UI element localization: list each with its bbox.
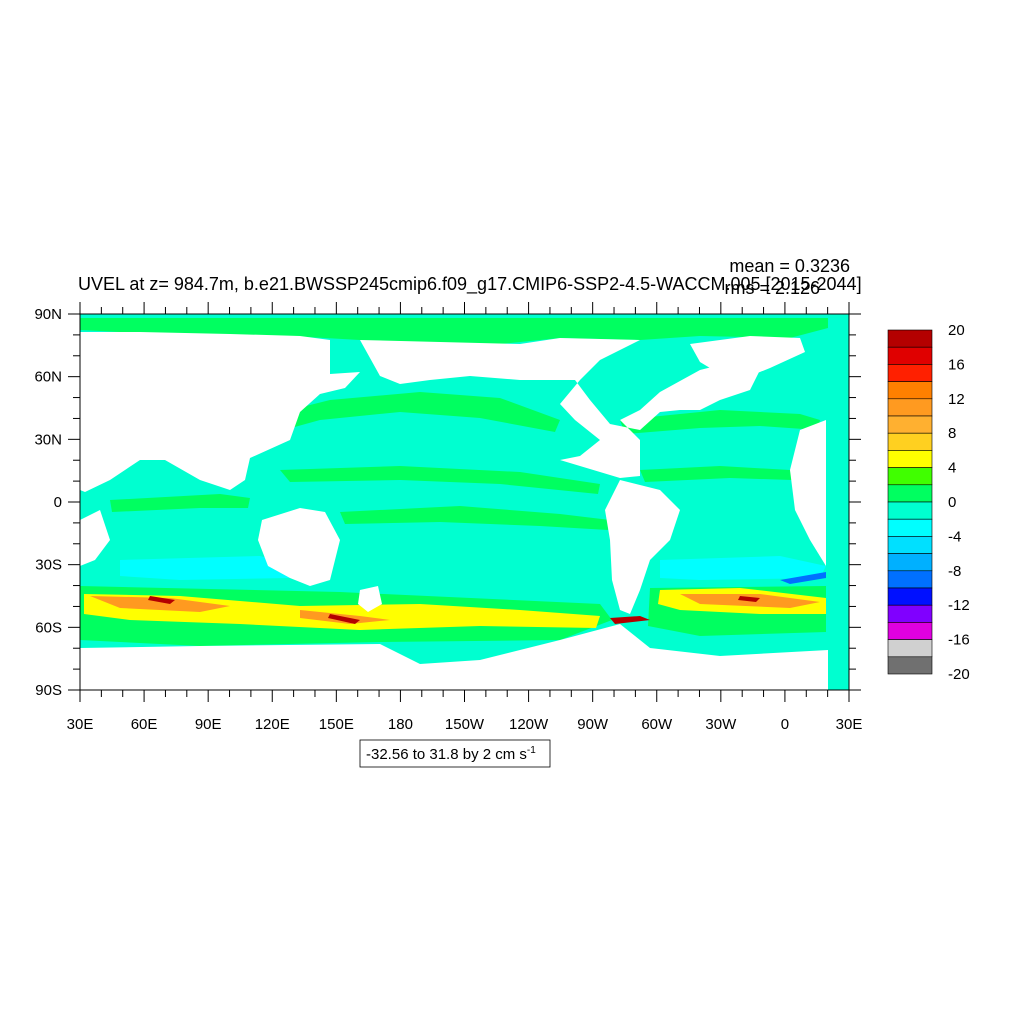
colorbar-label: -4: [948, 528, 961, 545]
colorbar-swatch: [887, 364, 933, 382]
colorbar-label: -12: [948, 597, 970, 614]
land-africa: [790, 420, 826, 566]
colorbar-swatch: [887, 570, 933, 589]
lon-label: 120E: [255, 716, 290, 733]
land-africa-west: [80, 510, 110, 566]
range-label-text: -32.56 to 31.8 by 2 cm s: [366, 746, 527, 763]
longitude-labels: 30E 60E 90E 120E 150E 180 150W 120W 90W 60W 30W 0 30…: [67, 716, 863, 733]
colorbar-swatch: [887, 346, 933, 365]
land: [80, 332, 828, 690]
range-label: -32.56 to 31.8 by 2 cm s-1: [366, 745, 536, 763]
acc-red: [738, 596, 760, 602]
lat-label: 60S: [35, 619, 62, 636]
zonal-band: [640, 466, 792, 482]
colorbar-swatch: [887, 415, 933, 434]
lon-label: 180: [388, 716, 413, 733]
colorbar-swatch: [887, 604, 933, 623]
acc-orange: [90, 596, 230, 612]
range-label-frame: [359, 739, 551, 768]
colorbar-label: 8: [948, 425, 956, 442]
acc-yellow: [84, 594, 600, 630]
lat-label: 0: [54, 494, 62, 511]
map-panel: [80, 314, 849, 690]
colorbar-label: 4: [948, 460, 956, 477]
colorbar-label: 0: [948, 494, 956, 511]
colorbar-swatch: [887, 553, 933, 572]
lat-label: 90S: [35, 682, 62, 699]
acc-red: [148, 596, 175, 604]
lon-label: 30W: [705, 716, 737, 733]
colorbar-swatch: [887, 587, 933, 606]
cyan-patch: [120, 556, 300, 580]
lon-label: 60E: [131, 716, 158, 733]
land-greenland: [690, 336, 805, 380]
zonal-band: [620, 410, 820, 434]
colorbar-swatch: [887, 432, 933, 451]
lon-label: 60W: [641, 716, 673, 733]
colorbar-swatch: [887, 622, 933, 640]
colorbar-swatch: [887, 656, 933, 675]
range-label-box: -32.56 to 31.8 by 2 cm s-1: [359, 739, 551, 768]
acc-red: [610, 616, 650, 624]
colorbar-swatch: [887, 467, 933, 486]
lon-label: 30E: [836, 716, 863, 733]
lat-label: 30S: [35, 557, 62, 574]
lat-label: 30N: [34, 431, 62, 448]
cyan-patch: [660, 556, 826, 580]
lon-label: 120W: [509, 716, 549, 733]
colorbar-swatch: [887, 450, 933, 468]
land-eurasia: [80, 332, 360, 492]
colorbar-label: -20: [948, 666, 970, 683]
land-new-zealand: [358, 586, 382, 612]
colorbar: 20 16 12 8 4 0 -4 -8 -12 -16 -20: [887, 322, 970, 683]
lon-label: 30E: [67, 716, 94, 733]
range-label-exponent: -1: [527, 745, 536, 756]
zonal-band: [280, 466, 600, 494]
colorbar-label: 20: [948, 322, 965, 339]
stat-rms: rms = 2.126: [724, 278, 820, 298]
lat-label: 60N: [34, 369, 62, 386]
zonal-band: [110, 494, 250, 512]
colorbar-swatch: [887, 536, 933, 554]
stat-mean: mean = 0.3236: [729, 256, 850, 276]
colorbar-swatch: [887, 381, 933, 400]
latitude-labels: 90N 60N 30N 0 30S 60S 90S: [34, 306, 62, 699]
lat-label: 90N: [34, 306, 62, 323]
colorbar-swatch: [887, 518, 933, 537]
lon-label: 150E: [319, 716, 354, 733]
colorbar-swatch: [887, 329, 933, 348]
axis-ticks: [68, 302, 861, 702]
land-antarctica: [80, 624, 828, 690]
lon-label: 90E: [195, 716, 222, 733]
colorbar-swatch: [887, 398, 933, 417]
colorbar-label: -8: [948, 563, 961, 580]
lon-label: 150W: [445, 716, 485, 733]
colorbar-label: 16: [948, 356, 965, 373]
lon-label: 90W: [577, 716, 609, 733]
acc-red: [328, 614, 360, 624]
colorbar-swatch: [887, 639, 933, 658]
land-north-america: [360, 338, 760, 478]
colorbar-label: 12: [948, 391, 965, 408]
colorbar-swatch: [887, 484, 933, 503]
zonal-band: [340, 506, 610, 530]
blue-current: [780, 572, 826, 584]
land-south-america: [605, 480, 680, 614]
map-title: UVEL at z= 984.7m, b.e21.BWSSP245cmip6.f…: [78, 274, 862, 295]
zonal-band: [250, 392, 560, 436]
lon-label: 0: [781, 716, 789, 733]
arctic-ocean: [80, 318, 828, 346]
colorbar-swatch: [887, 501, 933, 520]
colorbar-label: -16: [948, 632, 970, 649]
land-australia: [258, 508, 340, 586]
